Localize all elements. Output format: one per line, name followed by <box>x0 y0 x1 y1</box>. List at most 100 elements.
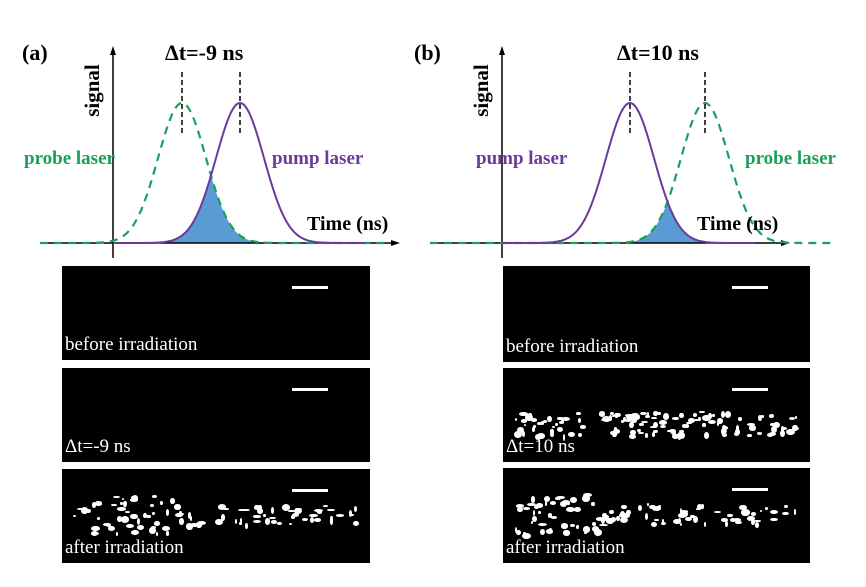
damage-speckle <box>544 495 551 502</box>
damage-speckle <box>645 432 649 439</box>
damage-speckle <box>271 520 278 524</box>
damage-speckle <box>516 530 521 536</box>
damage-speckle <box>522 532 531 539</box>
damage-speckle <box>132 495 139 502</box>
damage-speckle <box>353 520 360 527</box>
damage-speckle <box>654 518 659 522</box>
damage-speckle <box>130 498 139 503</box>
damage-speckle <box>550 431 555 438</box>
damage-speckle <box>722 425 729 431</box>
damage-speckle <box>551 425 555 428</box>
panel-b-pump-label: pump laser <box>476 148 568 169</box>
damage-speckle <box>569 496 577 503</box>
damage-speckle <box>335 513 345 517</box>
damage-speckle <box>309 513 318 518</box>
damage-speckle <box>610 412 614 416</box>
damage-speckle <box>769 422 776 426</box>
damage-speckle <box>562 434 566 441</box>
damage-speckle <box>330 516 333 522</box>
damage-speckle <box>537 422 543 425</box>
damage-speckle <box>640 420 649 423</box>
damage-speckle <box>550 516 557 519</box>
damage-speckle <box>547 415 553 423</box>
damage-speckle <box>165 531 170 537</box>
damage-speckle <box>533 505 539 510</box>
panel-b-delta: Δt=10 ns <box>617 40 699 65</box>
damage-speckle <box>661 518 665 524</box>
image-caption: Δt=10 ns <box>506 436 575 457</box>
damage-speckle <box>620 517 629 524</box>
damage-speckle <box>677 513 687 519</box>
damage-speckle <box>679 522 682 526</box>
damage-speckle <box>621 420 624 423</box>
damage-speckle <box>149 526 156 534</box>
damage-speckle <box>636 428 641 432</box>
damage-speckle <box>630 429 636 436</box>
damage-speckle <box>598 411 606 417</box>
damage-speckle <box>720 518 728 523</box>
damage-speckle <box>522 507 530 511</box>
panel-a-xlabel: Time (ns) <box>307 213 389 235</box>
damage-speckle <box>73 514 76 518</box>
damage-speckle <box>658 419 667 425</box>
damage-speckle <box>560 500 568 508</box>
panel-b-ylabel: signal <box>468 64 493 117</box>
damage-speckle <box>725 520 728 527</box>
damage-speckle <box>292 513 300 518</box>
damage-speckle <box>197 521 206 526</box>
damage-speckle <box>153 521 160 526</box>
panel-a-delta: Δt=-9 ns <box>165 40 244 65</box>
damage-speckle <box>244 523 248 529</box>
damage-speckle <box>651 432 656 438</box>
damage-speckle <box>519 411 528 417</box>
damage-speckle <box>124 511 130 514</box>
damage-speckle <box>601 517 605 524</box>
image-b-delta: Δt=10 ns <box>503 368 810 462</box>
damage-speckle <box>567 431 576 438</box>
damage-speckle <box>218 504 226 510</box>
damage-speckle <box>679 413 684 419</box>
damage-speckle <box>780 426 785 432</box>
damage-speckle <box>556 426 564 433</box>
damage-speckle <box>264 518 271 526</box>
scale-bar <box>292 489 328 492</box>
damage-speckle <box>288 522 292 526</box>
damage-speckle <box>76 508 84 511</box>
damage-speckle <box>685 517 692 522</box>
damage-speckle <box>131 530 140 535</box>
damage-speckle <box>693 412 698 417</box>
damage-speckle <box>530 418 538 422</box>
damage-speckle <box>538 522 547 527</box>
damage-speckle <box>591 525 600 532</box>
damage-speckle <box>788 416 796 420</box>
damage-speckle <box>699 411 705 414</box>
damage-speckle <box>253 505 261 511</box>
damage-speckle <box>601 416 611 422</box>
damage-speckle <box>707 420 716 425</box>
damage-speckle <box>152 511 156 516</box>
damage-speckle <box>174 504 181 510</box>
panel-b-probe-label: probe laser <box>745 148 836 169</box>
damage-speckle <box>145 515 151 518</box>
damage-speckle <box>282 504 291 511</box>
damage-speckle <box>592 521 597 526</box>
damage-speckle <box>252 515 262 518</box>
damage-speckle <box>85 508 92 514</box>
damage-speckle <box>215 518 223 525</box>
damage-speckle <box>721 429 727 433</box>
damage-speckle <box>708 413 712 420</box>
damage-speckle <box>651 506 661 512</box>
damage-speckle <box>793 509 796 515</box>
damage-speckle <box>554 422 559 427</box>
image-caption: after irradiation <box>65 537 184 558</box>
damage-speckle <box>257 507 263 514</box>
damage-speckle <box>271 507 274 514</box>
damage-speckle <box>113 496 121 499</box>
damage-speckle <box>549 501 556 506</box>
damage-speckle <box>677 518 681 525</box>
damage-speckle <box>672 417 679 420</box>
damage-speckle <box>595 517 604 521</box>
damage-speckle <box>713 510 722 513</box>
damage-speckle <box>697 503 703 510</box>
damage-speckle <box>533 509 536 517</box>
